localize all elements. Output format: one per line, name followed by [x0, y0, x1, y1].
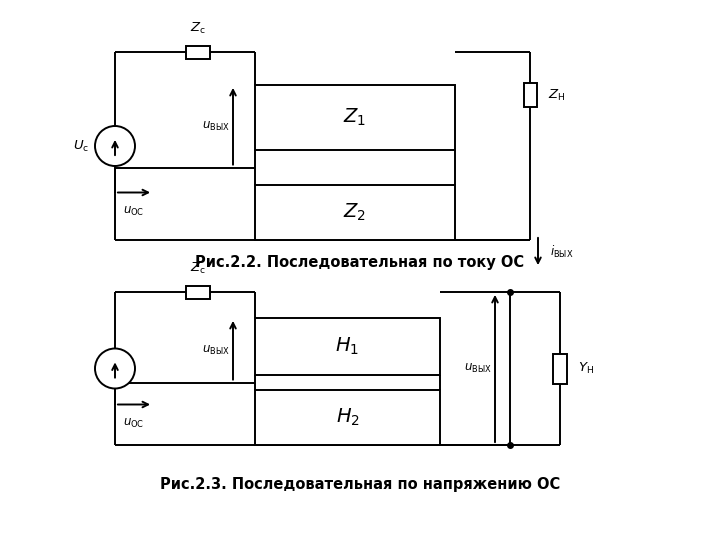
- Text: $Z_1$: $Z_1$: [343, 107, 366, 128]
- Text: $Z_\mathrm{H}$: $Z_\mathrm{H}$: [548, 87, 565, 103]
- Text: $H_2$: $H_2$: [336, 407, 359, 428]
- Text: $H_1$: $H_1$: [336, 336, 359, 357]
- Bar: [255, 85, 455, 150]
- Text: $Y_\mathrm{H}$: $Y_\mathrm{H}$: [578, 361, 594, 376]
- Text: $Z_\mathrm{c}$: $Z_\mathrm{c}$: [190, 261, 206, 276]
- Bar: [255, 185, 455, 240]
- Text: Рис.2.3. Последовательная по напряжению ОС: Рис.2.3. Последовательная по напряжению …: [160, 477, 560, 492]
- Bar: [255, 390, 440, 445]
- Bar: [255, 318, 440, 375]
- Bar: [523, 83, 536, 107]
- Bar: [186, 286, 210, 299]
- Text: $Z_2$: $Z_2$: [343, 202, 366, 223]
- Text: $\mathit{u}_\mathrm{ОС}$: $\mathit{u}_\mathrm{ОС}$: [123, 205, 144, 218]
- Text: $\mathit{u}_\mathrm{ВЫХ}$: $\mathit{u}_\mathrm{ВЫХ}$: [202, 120, 230, 133]
- Text: $\mathit{i}_\mathrm{ВЫХ}$: $\mathit{i}_\mathrm{ВЫХ}$: [550, 244, 574, 260]
- Text: $\mathit{u}_\mathrm{ОС}$: $\mathit{u}_\mathrm{ОС}$: [123, 416, 144, 430]
- Bar: [553, 354, 567, 383]
- Bar: [186, 45, 210, 58]
- Text: Рис.2.2. Последовательная по току ОС: Рис.2.2. Последовательная по току ОС: [195, 254, 525, 269]
- Text: $Z_\mathrm{c}$: $Z_\mathrm{c}$: [190, 21, 206, 36]
- Circle shape: [95, 348, 135, 388]
- Circle shape: [95, 126, 135, 166]
- Text: $\mathit{u}_\mathrm{ВЫХ}$: $\mathit{u}_\mathrm{ВЫХ}$: [202, 343, 230, 357]
- Text: $\mathit{u}_\mathrm{ВЫХ}$: $\mathit{u}_\mathrm{ВЫХ}$: [464, 362, 492, 375]
- Text: $\mathit{U}_\mathrm{c}$: $\mathit{U}_\mathrm{c}$: [73, 138, 89, 153]
